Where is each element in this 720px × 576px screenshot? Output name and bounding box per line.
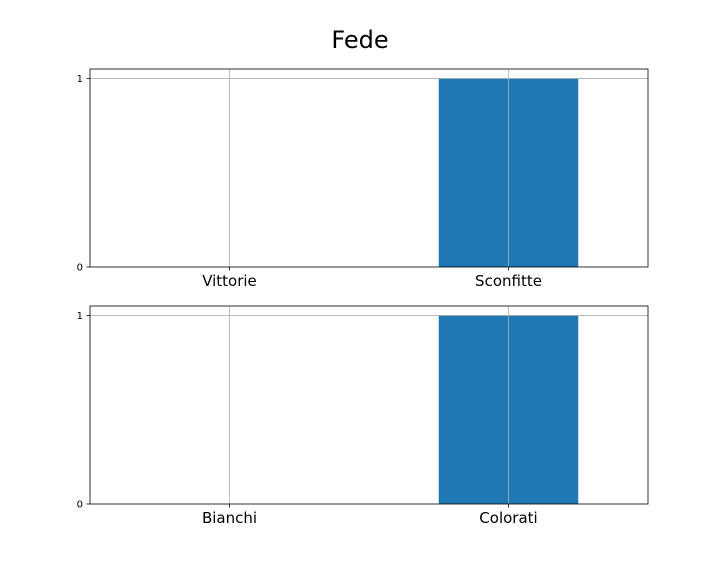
x-tick-label-sconfitte: Sconfitte (475, 272, 542, 290)
y-tick-label: 0 (77, 263, 83, 274)
axes-frame (89, 68, 649, 268)
subplot-top: 0 1 Vittorie Sconfitte (77, 68, 649, 290)
y-tick-label: 1 (77, 74, 83, 85)
subplot-bottom: 0 1 Bianchi Colorati (77, 305, 649, 527)
x-tick-label-bianchi: Bianchi (202, 509, 257, 527)
figure-title: Fede (331, 26, 388, 54)
y-tick-label: 1 (77, 311, 83, 322)
axes-frame (89, 305, 649, 505)
x-tick-label-colorati: Colorati (479, 509, 537, 527)
x-tick-label-vittorie: Vittorie (202, 272, 257, 290)
y-tick-label: 0 (77, 500, 83, 511)
